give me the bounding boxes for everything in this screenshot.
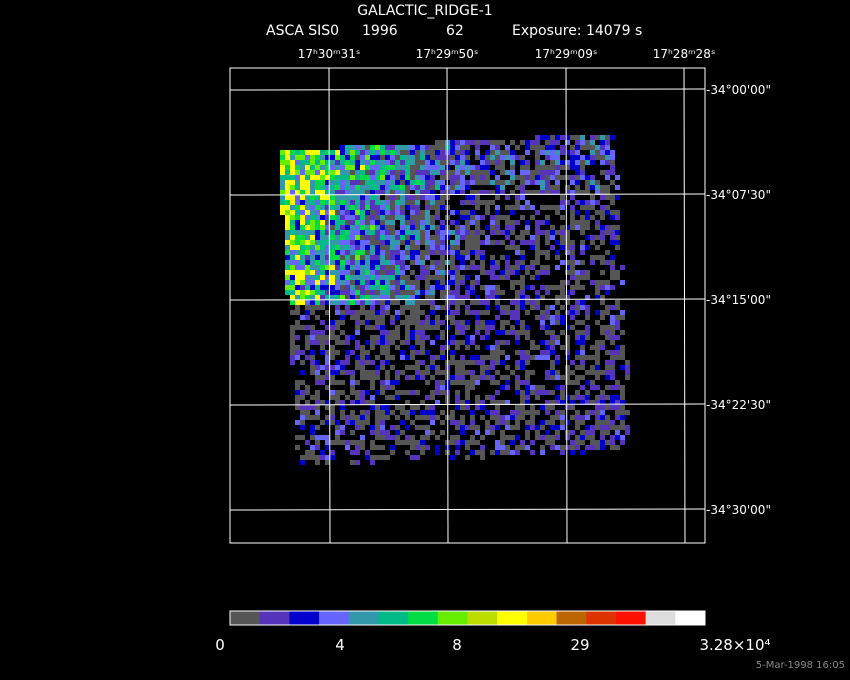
- colorbar-swatch: [289, 611, 320, 625]
- ra-grid-line: [328, 67, 331, 544]
- colorbar-swatch: [408, 611, 439, 625]
- dec-grid-line: [229, 88, 706, 91]
- timestamp: 5-Mar-1998 16:05: [756, 660, 845, 671]
- dec-label: -34°00'00": [706, 83, 771, 97]
- number: 62: [446, 23, 464, 39]
- dec-label: -34°30'00": [706, 503, 771, 517]
- colorbar-label: 4: [335, 636, 345, 654]
- colorbar-label: 29: [570, 636, 589, 654]
- ra-grid-line: [446, 67, 449, 544]
- colorbar-swatch: [319, 611, 350, 625]
- ra-label: 17ʰ29ᵐ50ˢ: [416, 47, 479, 61]
- dec-label: -34°15'00": [706, 293, 771, 307]
- colorbar-label: 8: [452, 636, 462, 654]
- colorbar-swatch: [467, 611, 498, 625]
- plot-frame: [229, 67, 706, 544]
- ra-label: 17ʰ30ᵐ31ˢ: [298, 47, 361, 61]
- coordinate-grid: 17ʰ30ᵐ31ˢ 17ʰ29ᵐ50ˢ 17ʰ29ᵐ09ˢ 17ʰ28ᵐ28ˢ -34°…: [229, 47, 771, 544]
- year: 1996: [362, 23, 398, 39]
- colorbar-swatch: [645, 611, 676, 625]
- colorbar-label: 0: [215, 636, 225, 654]
- colorbar-swatch: [675, 611, 706, 625]
- dec-grid-line: [229, 193, 706, 196]
- colorbar-swatch: [230, 611, 261, 625]
- colorbar-frame: [229, 610, 706, 626]
- image-pixels: [280, 150, 365, 305]
- ra-label: 17ʰ28ᵐ28ˢ: [653, 47, 716, 61]
- ra-grid-line: [683, 67, 686, 544]
- dec-label: -34°07'30": [706, 188, 771, 202]
- colorbar-swatch: [378, 611, 409, 625]
- colorbar-swatch: [497, 611, 528, 625]
- ra-label: 17ʰ29ᵐ09ˢ: [535, 47, 598, 61]
- image-pixels: [280, 145, 420, 305]
- colorbar-swatch: [526, 611, 558, 625]
- ra-grid-line: [565, 67, 568, 544]
- instrument: ASCA SIS0: [266, 23, 339, 39]
- colorbar-swatch: [437, 611, 468, 625]
- dec-label: -34°22'30": [706, 398, 771, 412]
- dec-grid-line: [229, 508, 706, 511]
- colorbar-swatch: [348, 611, 379, 625]
- colorbar: 0 4 8 29 3.28×10⁴: [215, 610, 771, 654]
- title: GALACTIC_RIDGE-1: [357, 3, 492, 19]
- dec-grid-line: [229, 403, 706, 406]
- colorbar-swatch: [586, 611, 617, 625]
- image-pixels: [280, 135, 610, 305]
- colorbar-swatch: [615, 611, 647, 625]
- colorbar-swatch: [259, 611, 290, 625]
- dec-grid-line: [229, 298, 706, 301]
- colorbar-label: 3.28×10⁴: [699, 636, 770, 654]
- colorbar-swatch: [556, 611, 587, 625]
- exposure: Exposure: 14079 s: [512, 23, 642, 39]
